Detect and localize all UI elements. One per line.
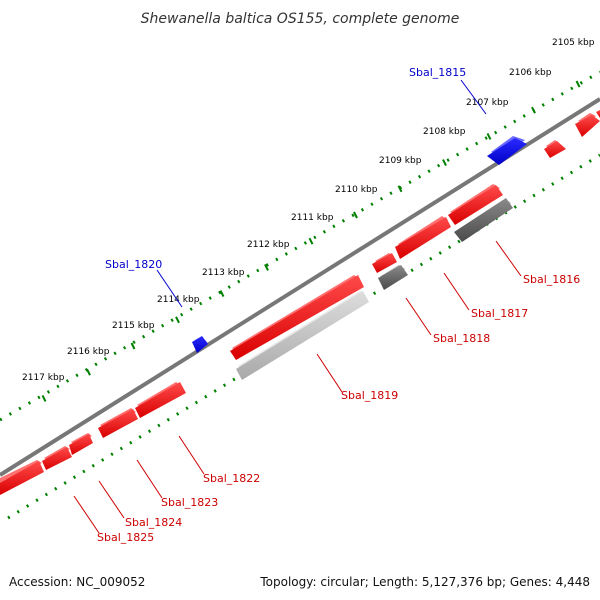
gene-sbal-1818[interactable] <box>378 265 408 290</box>
major-tick <box>175 316 180 324</box>
gene-label-sbal-1819[interactable]: Sbal_1819 <box>341 389 398 402</box>
major-tick <box>86 368 91 376</box>
major-ticks <box>41 80 581 402</box>
gene-label-sbal-1824[interactable]: Sbal_1824 <box>125 516 182 529</box>
kbp-label: 2112 kbp <box>247 240 290 250</box>
gene-sbal-1819[interactable] <box>230 275 364 360</box>
gene-label-sbal-1818[interactable]: Sbal_1818 <box>433 332 490 345</box>
gene-sbal-1825[interactable] <box>0 460 44 495</box>
major-tick <box>353 211 358 219</box>
kbp-label: 2111 kbp <box>291 213 334 223</box>
gene-label-sbal-1817[interactable]: Sbal_1817 <box>471 307 528 320</box>
kbp-label: 2115 kbp <box>112 321 155 331</box>
major-tick <box>531 106 536 114</box>
gene-arrow <box>42 446 72 470</box>
kbp-label: 2117 kbp <box>22 373 65 383</box>
gene-arrow <box>575 113 600 137</box>
kbp-label: 2116 kbp <box>67 347 110 357</box>
kbp-label: 2108 kbp <box>423 127 466 137</box>
gene-label-sbal-1815[interactable]: Sbal_1815 <box>409 66 466 79</box>
gene-sbal-1824[interactable] <box>69 433 93 455</box>
gene-arrow <box>544 140 566 158</box>
gene-sbal-1816-reverse[interactable] <box>454 198 513 242</box>
gene-sbal-1816[interactable] <box>448 184 503 225</box>
kbp-label: 2113 kbp <box>202 268 245 278</box>
gene-arrow <box>596 110 600 118</box>
gene-labels: Sbal_1815 Sbal_1820 Sbal_1816 Sbal_1817 … <box>97 66 580 544</box>
gene-sbal-1823[interactable] <box>98 408 138 438</box>
gene-label-sbal-1825[interactable]: Sbal_1825 <box>97 531 154 544</box>
kbp-label: 2109 kbp <box>379 156 422 166</box>
gene-sbal-1817[interactable] <box>395 216 451 259</box>
accession-text: Accession: NC_009052 <box>9 575 145 589</box>
kbp-label: 2114 kbp <box>157 295 200 305</box>
gene-sbal-1815[interactable] <box>487 136 527 165</box>
major-tick <box>219 290 225 298</box>
major-tick <box>486 132 492 140</box>
gene-sbal-1822[interactable] <box>135 382 186 418</box>
gene-label-sbal-1823[interactable]: Sbal_1823 <box>161 496 218 509</box>
kbp-label: 2107 kbp <box>466 98 509 108</box>
major-tick <box>397 185 403 193</box>
major-tick <box>442 159 447 167</box>
genes <box>0 110 600 495</box>
gene-label-sbal-1820[interactable]: Sbal_1820 <box>105 258 162 271</box>
kbp-tick-track <box>0 70 600 422</box>
kbp-label: 2106 kbp <box>509 68 552 78</box>
major-tick <box>41 394 47 402</box>
gene-sbal-1820[interactable] <box>192 336 208 353</box>
gene-label-sbal-1816[interactable]: Sbal_1816 <box>523 273 580 286</box>
gene-sbal-1819-reverse[interactable] <box>236 291 369 380</box>
genome-title: Shewanella baltica OS155, complete genom… <box>141 11 460 27</box>
major-tick <box>130 342 136 350</box>
genome-summary-text: Topology: circular; Length: 5,127,376 bp… <box>259 575 590 589</box>
major-tick <box>264 263 269 271</box>
gene-arrow <box>372 253 397 273</box>
major-tick <box>575 80 581 88</box>
kbp-label: 2110 kbp <box>335 185 378 195</box>
major-tick <box>308 237 314 245</box>
gene-label-sbal-1822[interactable]: Sbal_1822 <box>203 472 260 485</box>
kbp-label: 2105 kbp <box>552 38 595 48</box>
kbp-labels: 2105 kbp 2106 kbp 2107 kbp 2108 kbp 2109… <box>22 38 595 383</box>
leader-lines <box>73 79 522 534</box>
